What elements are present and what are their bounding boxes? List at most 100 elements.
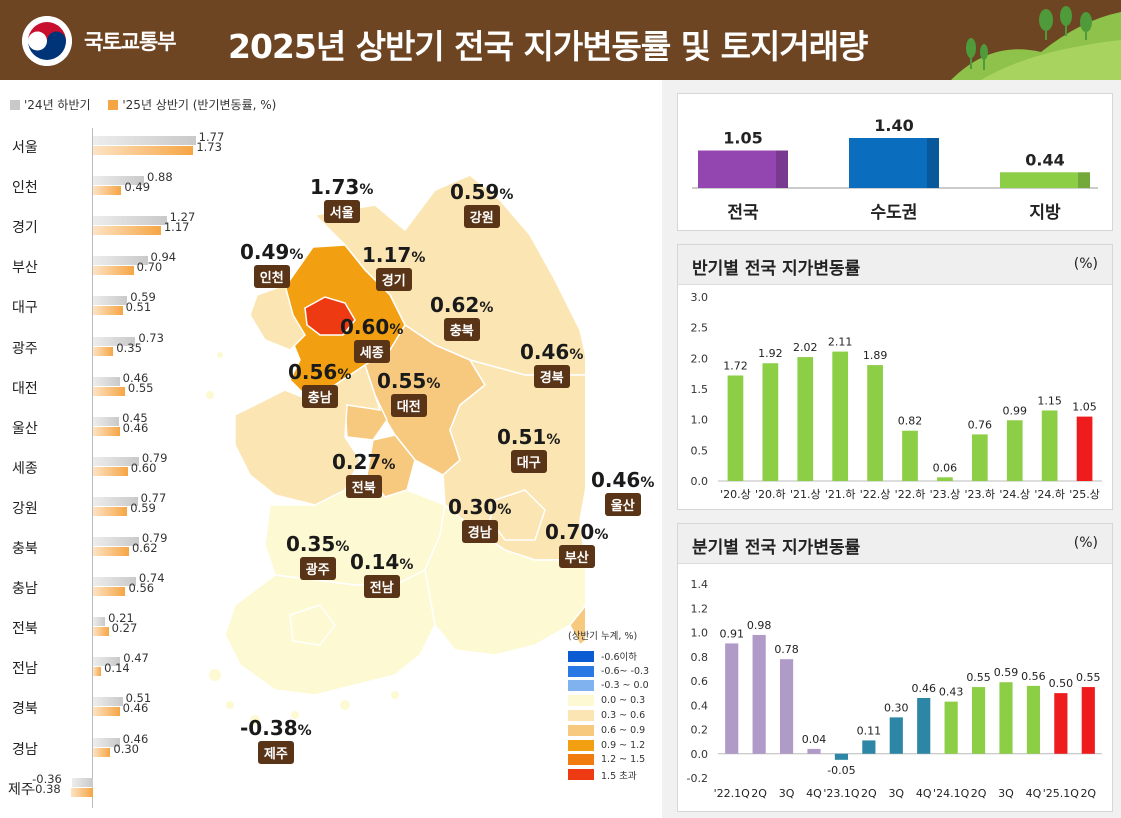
bar-value-label: 0.99 bbox=[1002, 404, 1027, 417]
region-bar-cur bbox=[93, 386, 125, 396]
region-bar-prev bbox=[93, 136, 196, 145]
chart-bar bbox=[862, 740, 876, 754]
region-value-cur: 1.17 bbox=[163, 220, 190, 235]
region-value-prev: 0.74 bbox=[138, 571, 165, 586]
x-tick-label: 3Q bbox=[779, 787, 795, 800]
summary-category-label: 전국 bbox=[727, 203, 759, 223]
region-bar-row: 경북 0.51 0.46 bbox=[0, 689, 240, 729]
summary-bar bbox=[1000, 172, 1090, 188]
chart-bar bbox=[1054, 693, 1068, 754]
map-legend-item: -0.6이하 bbox=[568, 649, 649, 664]
region-bar-prev bbox=[93, 176, 145, 186]
quarter-chart-title: 분기별 전국 지가변동률 bbox=[692, 538, 861, 558]
bar-value-label: 0.59 bbox=[994, 666, 1019, 679]
region-bar-row: 제주 -0.36 -0.38 bbox=[0, 770, 240, 810]
map-legend-label: 0.6 ~ 0.9 bbox=[601, 724, 646, 736]
map-legend-item: 0.6 ~ 0.9 bbox=[568, 723, 649, 738]
summary-value-label: 0.44 bbox=[1025, 150, 1064, 169]
region-value-prev: 0.45 bbox=[122, 410, 148, 425]
region-bar-prev bbox=[93, 496, 138, 506]
region-value-prev: 0.46 bbox=[122, 370, 149, 385]
region-bar-row: 충북 0.79 0.62 bbox=[0, 529, 240, 569]
y-tick-label: 1.2 bbox=[691, 602, 709, 615]
x-tick-label: '22.하 bbox=[895, 487, 926, 501]
half-year-bar-chart: 0.0 0.5 1.0 1.5 2.0 2.5 3.0 1.72 '20.상 1.92 '20.하 2… bbox=[691, 291, 1102, 501]
x-tick-label: '22.1Q bbox=[714, 787, 751, 800]
x-tick-label: '24.1Q bbox=[933, 787, 970, 800]
y-tick-label: 1.0 bbox=[691, 414, 709, 427]
region-bar-row: 세종 0.79 0.60 bbox=[0, 449, 240, 489]
region-bar-row: 대전 0.46 0.55 bbox=[0, 369, 240, 409]
summary-bar-shade bbox=[927, 138, 939, 188]
page-title: 2025년 상반기 전국 지가변동률 및 토지거래량 bbox=[228, 27, 868, 66]
map-region-incheon bbox=[249, 284, 306, 351]
bar-axis-line bbox=[92, 128, 93, 808]
bar-value-label: 0.30 bbox=[884, 701, 909, 714]
region-name: 세종 bbox=[12, 460, 38, 477]
y-tick-label: 0.5 bbox=[691, 444, 709, 457]
region-bar-prev bbox=[93, 697, 123, 707]
region-bar-cur bbox=[70, 787, 93, 797]
half-year-chart-title: 반기별 전국 지가변동률 bbox=[692, 259, 861, 279]
region-value-prev: 0.79 bbox=[141, 450, 168, 465]
half-year-chart-box: 반기별 전국 지가변동률 (%) 0.0 0.5 1.0 1.5 2.0 2.5 3.0 1.… bbox=[677, 244, 1113, 510]
region-bar-cur bbox=[93, 466, 128, 476]
region-value-cur: 0.46 bbox=[122, 701, 149, 716]
region-name: 대구 bbox=[12, 300, 38, 317]
map-color-legend: (상반기 누계, %) -0.6이하 -0.6~ -0.3 -0.3 ~ 0.0 0.… bbox=[568, 628, 649, 782]
chart-bar bbox=[725, 643, 739, 754]
quarter-chart-header: 분기별 전국 지가변동률 (%) bbox=[678, 524, 1112, 564]
region-bar-row: 부산 0.94 0.70 bbox=[0, 248, 240, 288]
region-bar-prev bbox=[93, 296, 128, 306]
chart-bar bbox=[937, 477, 953, 481]
x-tick-label: 3Q bbox=[888, 787, 904, 800]
region-value-prev: -0.36 bbox=[32, 771, 62, 786]
map-legend-label: 0.9 ~ 1.2 bbox=[601, 739, 646, 751]
map-label-incheon: 0.49% 인천 bbox=[240, 240, 304, 288]
region-name: 울산 bbox=[12, 420, 38, 437]
bar-legend: '24년 하반기 '25년 상반기 (반기변동률, %) bbox=[10, 96, 290, 113]
y-tick-label: 1.4 bbox=[691, 578, 709, 591]
region-bar-prev bbox=[93, 537, 139, 546]
x-tick-label: '23.하 bbox=[964, 487, 995, 501]
chart-bar bbox=[1081, 687, 1095, 754]
x-tick-label: '22.상 bbox=[860, 488, 891, 501]
bar-value-label: 2.02 bbox=[793, 341, 818, 354]
region-value-cur: 0.30 bbox=[113, 741, 139, 756]
map-legend-item: 1.2 ~ 1.5 bbox=[568, 753, 649, 768]
map-legend-item: 0.3 ~ 0.6 bbox=[568, 708, 649, 723]
map-legend-label: -0.3 ~ 0.0 bbox=[601, 680, 649, 692]
map-legend-item: -0.6~ -0.3 bbox=[568, 664, 649, 679]
map-legend-label: -0.6이하 bbox=[601, 652, 638, 664]
bar-value-label: 1.89 bbox=[863, 349, 888, 362]
region-value-cur: 0.70 bbox=[136, 260, 163, 275]
half-year-chart-header: 반기별 전국 지가변동률 (%) bbox=[678, 245, 1112, 285]
map-label-chungnam: 0.56% 충남 bbox=[288, 360, 352, 408]
region-bar-row: 경기 1.27 1.17 bbox=[0, 208, 240, 248]
y-tick-label: 1.5 bbox=[691, 383, 709, 396]
chart-bar bbox=[762, 363, 779, 481]
summary-category-label: 지방 bbox=[1029, 203, 1061, 223]
x-tick-label: 2Q bbox=[751, 787, 767, 800]
map-label-gyeongbuk: 0.46% 경북 bbox=[520, 340, 584, 388]
x-tick-label: 4Q bbox=[1026, 787, 1042, 800]
bar-value-label: 0.55 bbox=[1076, 671, 1101, 684]
bar-value-label: -0.05 bbox=[827, 764, 855, 777]
summary-bar-shade bbox=[1078, 172, 1090, 188]
summary-bar bbox=[849, 138, 939, 188]
region-bar-row: 강원 0.77 0.59 bbox=[0, 489, 240, 529]
region-bar-cur bbox=[93, 186, 122, 196]
chart-bar bbox=[779, 659, 794, 754]
map-label-busan: 0.70% 부산 bbox=[545, 520, 609, 568]
map-region-busan bbox=[569, 605, 585, 647]
map-legend-title: (상반기 누계, %) bbox=[568, 631, 638, 642]
chart-bar bbox=[917, 697, 931, 754]
quarter-bar-chart: -0.2 0.0 0.2 0.4 0.6 0.8 1.0 1.2 1.4 0.91 '22.1Q 0.… bbox=[687, 578, 1102, 800]
region-name: 인천 bbox=[12, 180, 38, 197]
region-bar-prev bbox=[93, 416, 120, 426]
map-legend-swatch bbox=[568, 710, 594, 722]
map-label-daegu: 0.51% 대구 bbox=[497, 425, 561, 473]
x-tick-label: 2Q bbox=[971, 787, 987, 800]
y-tick-label: 0.6 bbox=[691, 675, 709, 688]
region-bar-cur bbox=[93, 266, 134, 276]
